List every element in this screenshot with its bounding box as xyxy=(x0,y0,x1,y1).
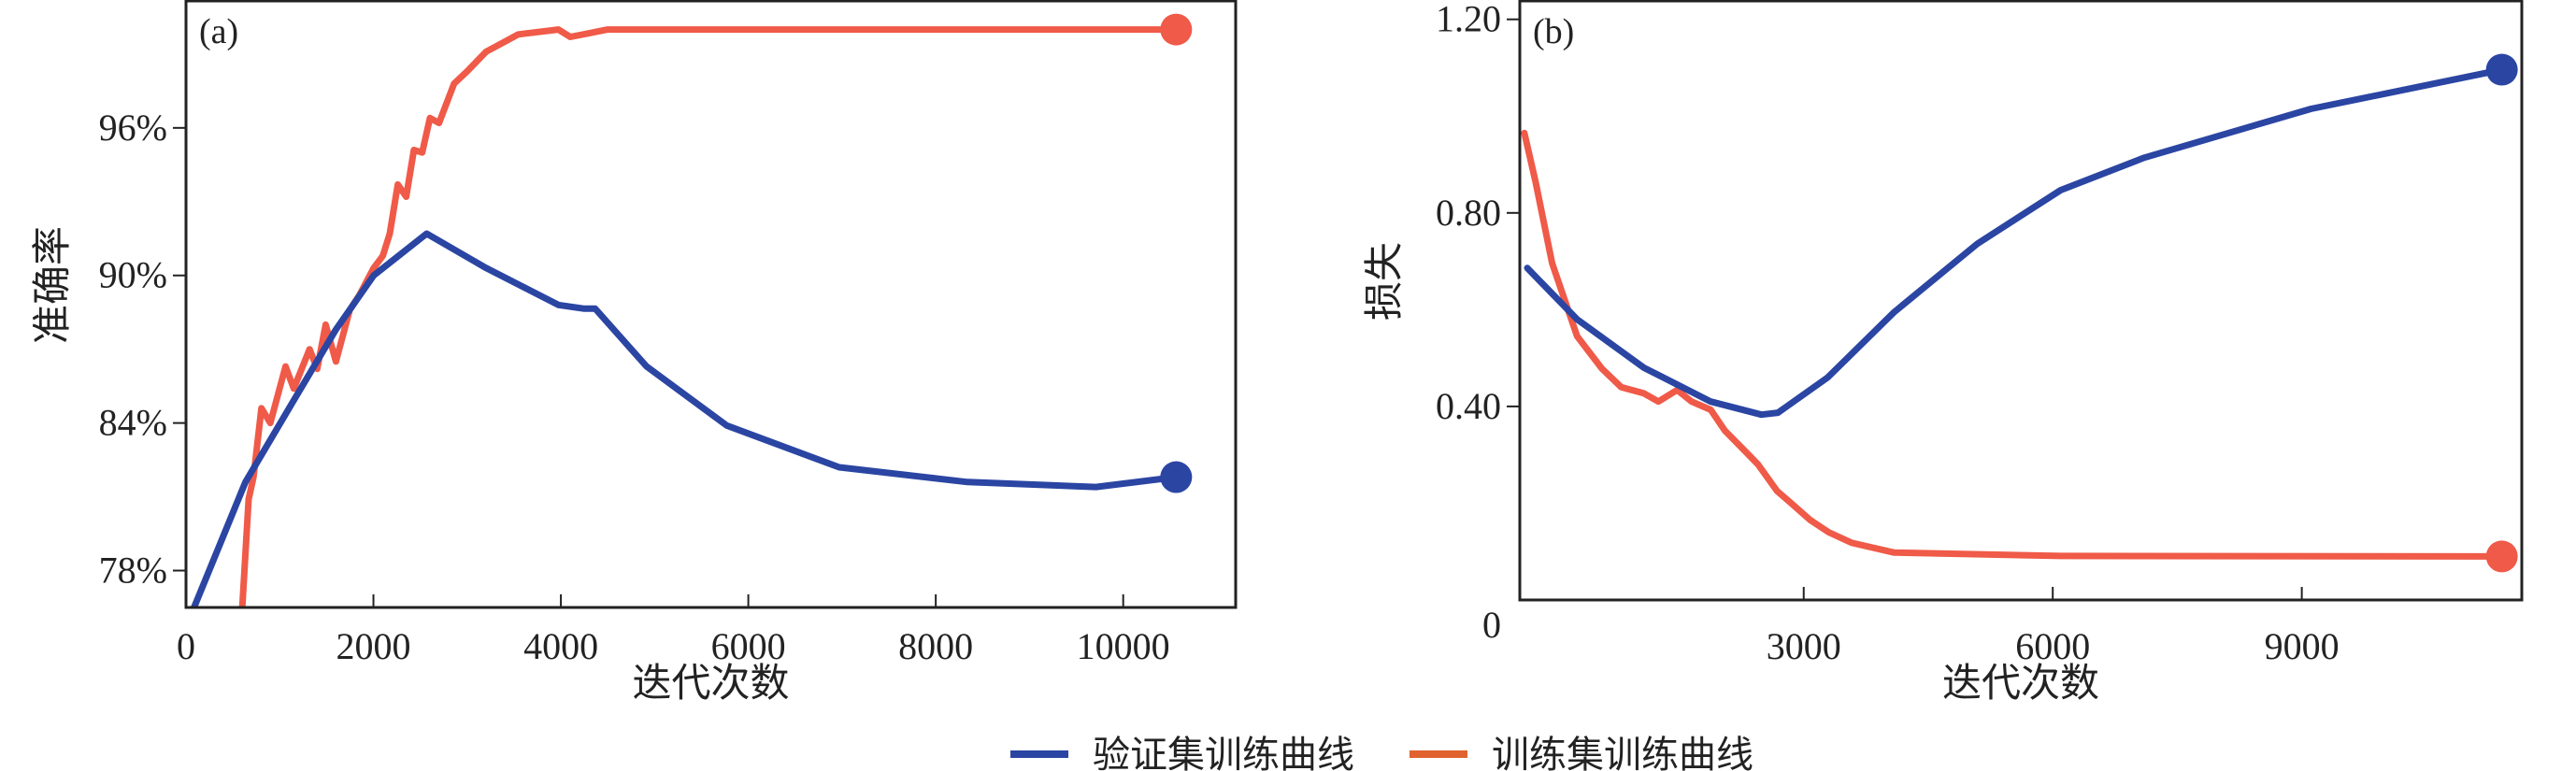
training-curve xyxy=(1521,129,2506,560)
x-tick-label: 10000 xyxy=(1077,625,1170,667)
y-axis-label: 损失 xyxy=(1364,242,1407,321)
x-tick-label: 6000 xyxy=(2015,625,2090,667)
plot-frame xyxy=(184,0,1238,609)
panel-b-loss: 3000 6000 9000 0 0.40 0.80 1.20 迭代次数 损失 (b) xyxy=(1364,0,2524,706)
y-tick-label: 0 xyxy=(1482,604,1501,646)
legend-label-validation: 验证集训练曲线 xyxy=(1093,734,1354,771)
y-tick-label: 78% xyxy=(99,550,167,592)
x-tick-label: 8000 xyxy=(898,625,973,667)
validation-curve xyxy=(1524,66,2506,419)
x-axis-label: 迭代次数 xyxy=(632,663,789,706)
validation-end-marker xyxy=(1160,461,1193,493)
panel-label: (b) xyxy=(1533,12,1574,51)
y-tick-label: 0.40 xyxy=(1436,385,1501,427)
training-end-marker xyxy=(2485,540,2518,573)
training-end-marker xyxy=(1160,13,1193,46)
y-tick-label: 96% xyxy=(99,107,167,149)
y-tick-label: 84% xyxy=(99,402,167,444)
y-axis-label: 准确率 xyxy=(31,226,75,344)
panel-label: (a) xyxy=(199,12,238,51)
validation-end-marker xyxy=(2485,53,2518,86)
x-tick-label: 6000 xyxy=(711,625,786,667)
y-tick-label: 1.20 xyxy=(1436,0,1501,40)
x-tick-label: 0 xyxy=(177,625,195,667)
x-tick-label: 3000 xyxy=(1767,625,1841,667)
panel-a-accuracy: 0 2000 4000 6000 8000 10000 78% 84% 90% 96% 迭代次数 准确… xyxy=(31,0,1238,706)
legend-label-training: 训练集训练曲线 xyxy=(1492,734,1753,771)
y-tick-label: 0.80 xyxy=(1436,192,1501,234)
y-tick-label: 90% xyxy=(99,254,167,296)
legend: 验证集训练曲线 训练集训练曲线 xyxy=(1010,734,1753,771)
x-tick-label: 2000 xyxy=(336,625,411,667)
x-tick-label: 9000 xyxy=(2265,625,2340,667)
x-tick-label: 4000 xyxy=(523,625,598,667)
plot-frame xyxy=(1518,0,2524,602)
training-curve xyxy=(238,26,1180,607)
x-axis-label: 迭代次数 xyxy=(1942,663,2099,706)
validation-curve xyxy=(191,230,1180,607)
